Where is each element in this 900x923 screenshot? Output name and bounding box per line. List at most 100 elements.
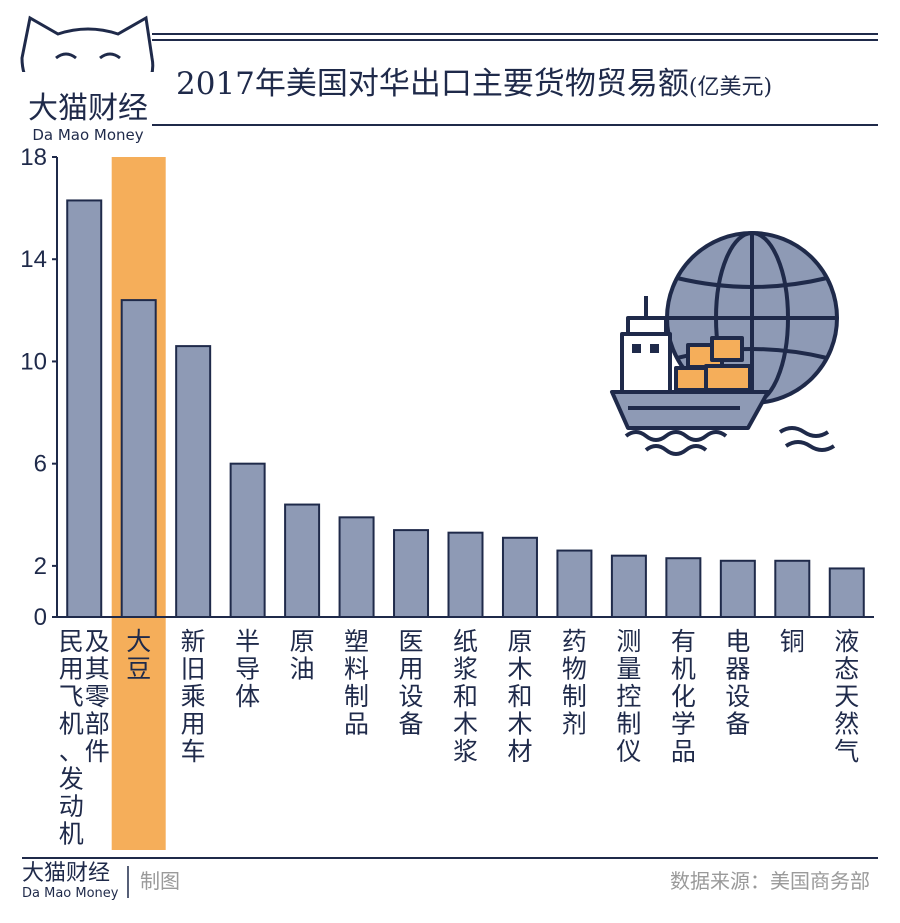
chart-title: 2017年美国对华出口主要货物贸易额(亿美元) <box>176 66 772 102</box>
category-label-char: 天 <box>834 682 859 711</box>
bar <box>284 503 321 618</box>
category-label-char: 动 <box>59 792 84 821</box>
category-label: 原油 <box>290 627 315 684</box>
category-label: 有机化学品 <box>671 627 696 766</box>
y-tick-label: 10 <box>20 348 47 375</box>
category-label-char: 用 <box>181 710 206 739</box>
y-tick-label: 18 <box>20 144 47 171</box>
bar <box>120 299 157 618</box>
category-label-char: 和 <box>453 682 478 711</box>
category-label-char: 及 <box>85 627 110 656</box>
category-label-char: 原 <box>507 627 532 656</box>
footer-brand-en: Da Mao Money <box>22 886 119 901</box>
category-label: 原木和木材 <box>507 627 532 766</box>
category-label-char: 豆 <box>126 655 151 684</box>
bar <box>828 567 865 619</box>
category-label-char: 件 <box>85 737 110 766</box>
category-label-char: 原 <box>290 627 315 656</box>
category-label-char: 备 <box>725 710 750 739</box>
bar <box>501 536 538 618</box>
category-label: 医用设备 <box>399 627 424 739</box>
category-label-char: 零 <box>85 682 110 711</box>
category-label-char: 料 <box>344 655 369 684</box>
footer-made: 制图 <box>140 869 180 893</box>
brand-name: 大猫财经 <box>28 91 148 126</box>
category-label-char: 电 <box>725 627 750 656</box>
category-label-char: 材 <box>507 737 532 766</box>
category-label-char: 木 <box>507 655 532 684</box>
category-label-char: 油 <box>290 655 315 684</box>
category-label-char: 量 <box>616 655 641 684</box>
category-label-char: 化 <box>671 682 696 711</box>
ship-globe-illustration <box>610 231 839 456</box>
category-label-char: 气 <box>834 737 859 766</box>
bar <box>774 559 811 618</box>
bar <box>719 559 756 618</box>
category-label-char: 器 <box>725 655 750 684</box>
footer-brand: 大猫财经 <box>22 861 110 886</box>
category-label-char: 机 <box>59 710 84 739</box>
category-label-char: 设 <box>399 682 424 711</box>
bar <box>175 345 212 618</box>
category-label-char: 设 <box>725 682 750 711</box>
bar <box>610 554 647 619</box>
brand-name-en: Da Mao Money <box>32 126 143 144</box>
category-label-char: 部 <box>85 710 110 739</box>
y-tick-label: 0 <box>34 604 47 631</box>
category-label: 塑料制品 <box>344 627 369 739</box>
category-label-char: 纸 <box>453 627 478 656</box>
chart-title-unit: (亿美元) <box>689 75 772 100</box>
category-label-char: 浆 <box>453 655 478 684</box>
category-label-char: 木 <box>507 710 532 739</box>
bar <box>338 516 375 618</box>
footer-source: 数据来源：美国商务部 <box>670 869 870 893</box>
category-label-char: 塑 <box>344 627 369 656</box>
category-label-char: 飞 <box>59 682 84 711</box>
bar <box>665 557 702 619</box>
category-label-char: 车 <box>181 737 206 766</box>
category-label-char: 控 <box>616 682 641 711</box>
category-label-char: 机 <box>59 820 84 849</box>
category-label-char: 态 <box>834 655 859 684</box>
category-label-char: 制 <box>562 682 587 711</box>
category-label-char: 液 <box>834 627 859 656</box>
category-label-char: 其 <box>85 655 110 684</box>
category-label-char: 体 <box>235 682 260 711</box>
category-label-char: 浆 <box>453 737 478 766</box>
cat-logo <box>18 15 158 122</box>
category-label-char: 剂 <box>562 710 587 739</box>
category-label: 液态天然气 <box>834 627 859 766</box>
category-label-char: 、 <box>59 737 84 766</box>
category-label-char: 品 <box>671 737 696 766</box>
category-label-char: 品 <box>344 710 369 739</box>
category-label: 新旧乘用车 <box>181 627 206 766</box>
bar <box>447 531 484 619</box>
category-label: 民用飞机、发动机 <box>59 627 84 849</box>
bar <box>556 549 593 618</box>
category-label: 电器设备 <box>725 627 750 739</box>
category-label-char: 医 <box>399 627 424 656</box>
category-label: 铜 <box>780 627 805 656</box>
category-label-char: 民 <box>59 627 84 656</box>
category-label-char: 备 <box>399 710 424 739</box>
category-label-char: 半 <box>235 627 260 656</box>
category-label-char: 用 <box>399 655 424 684</box>
category-label-char: 用 <box>59 655 84 684</box>
category-label-char: 测 <box>616 627 641 656</box>
category-label-char: 学 <box>671 710 696 739</box>
bar <box>229 462 266 618</box>
category-label-char: 发 <box>59 765 84 794</box>
bar <box>393 529 430 618</box>
category-label-char: 仪 <box>616 737 641 766</box>
y-tick-label: 2 <box>34 553 47 580</box>
category-label-char: 乘 <box>181 682 206 711</box>
category-label-char: 和 <box>507 682 532 711</box>
category-label: 及其零部件 <box>85 627 110 766</box>
category-label-char: 新 <box>181 627 206 656</box>
category-label: 测量控制仪 <box>616 627 641 766</box>
category-label-char: 有 <box>671 627 696 656</box>
chart-title-main: 2017年美国对华出口主要货物贸易额 <box>176 66 689 102</box>
category-label-char: 导 <box>235 655 260 684</box>
y-tick-label: 6 <box>34 451 47 478</box>
category-label-char: 然 <box>834 710 859 739</box>
